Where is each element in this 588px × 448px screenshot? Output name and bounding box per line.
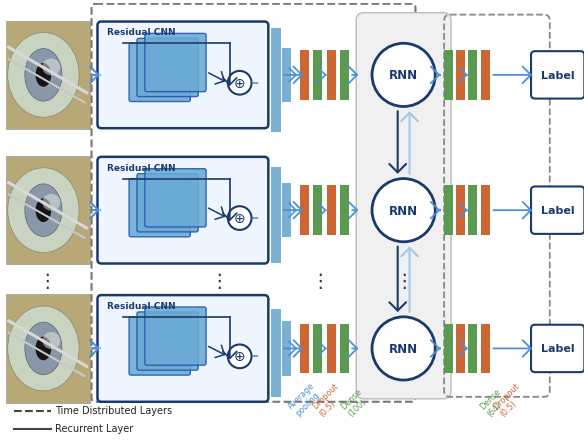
Bar (271, 167, 281, 263)
Ellipse shape (42, 332, 60, 349)
Bar (313, 324, 322, 373)
Text: ⊕: ⊕ (234, 77, 246, 91)
Circle shape (228, 345, 252, 368)
Ellipse shape (8, 168, 79, 253)
Ellipse shape (35, 336, 51, 360)
Text: RNN: RNN (389, 69, 418, 82)
FancyBboxPatch shape (98, 22, 268, 128)
Ellipse shape (42, 59, 60, 75)
Bar (282, 183, 290, 237)
Ellipse shape (8, 33, 79, 117)
Ellipse shape (25, 184, 62, 237)
Bar (340, 324, 349, 373)
Bar (327, 324, 336, 373)
Bar (443, 50, 453, 99)
Bar (468, 50, 477, 99)
Bar (327, 185, 336, 235)
FancyBboxPatch shape (356, 13, 451, 399)
FancyBboxPatch shape (98, 295, 268, 402)
Ellipse shape (35, 198, 51, 222)
Bar (271, 310, 281, 397)
FancyBboxPatch shape (145, 169, 206, 227)
Bar (6, 21, 89, 129)
Bar (443, 324, 453, 373)
Text: ⋮: ⋮ (310, 272, 329, 291)
FancyBboxPatch shape (137, 39, 198, 97)
Ellipse shape (35, 63, 51, 87)
FancyBboxPatch shape (98, 157, 268, 263)
FancyBboxPatch shape (531, 186, 584, 234)
Text: ⋮: ⋮ (209, 272, 229, 291)
Text: RNN: RNN (389, 343, 418, 356)
Bar (300, 185, 309, 235)
Text: Label: Label (541, 71, 574, 81)
Bar (313, 185, 322, 235)
Bar (481, 50, 490, 99)
Text: ⊕: ⊕ (234, 350, 246, 364)
Bar (468, 185, 477, 235)
Bar (481, 185, 490, 235)
Ellipse shape (25, 322, 62, 375)
Text: Average
pooling: Average pooling (286, 381, 323, 418)
Circle shape (372, 43, 435, 107)
Bar (456, 50, 465, 99)
Circle shape (372, 317, 435, 380)
Bar (327, 50, 336, 99)
FancyBboxPatch shape (137, 312, 198, 370)
Text: Residual CNN: Residual CNN (108, 28, 176, 37)
Ellipse shape (25, 48, 62, 101)
FancyBboxPatch shape (531, 325, 584, 372)
FancyBboxPatch shape (145, 34, 206, 92)
Text: Label: Label (541, 345, 574, 354)
Bar (456, 324, 465, 373)
Ellipse shape (42, 194, 60, 211)
Text: Dropout
(0.5): Dropout (0.5) (311, 382, 348, 418)
Text: Residual CNN: Residual CNN (108, 164, 176, 172)
Bar (340, 185, 349, 235)
Bar (468, 324, 477, 373)
FancyBboxPatch shape (129, 317, 191, 375)
Text: Label: Label (541, 206, 574, 216)
Bar (300, 50, 309, 99)
Text: ⋮: ⋮ (394, 272, 413, 291)
Bar (313, 50, 322, 99)
Text: Recurrent Layer: Recurrent Layer (55, 424, 133, 435)
Bar (282, 48, 290, 102)
Bar (271, 28, 281, 132)
Bar (443, 185, 453, 235)
Text: ⋮: ⋮ (38, 272, 57, 291)
Text: Dense
(100): Dense (100) (339, 387, 371, 418)
Text: Dense
(64): Dense (64) (479, 387, 510, 418)
Ellipse shape (8, 306, 79, 391)
Bar (6, 294, 89, 403)
Bar (300, 324, 309, 373)
FancyBboxPatch shape (137, 174, 198, 232)
FancyBboxPatch shape (129, 179, 191, 237)
Bar (6, 156, 89, 264)
Bar (282, 321, 290, 375)
Bar (456, 185, 465, 235)
FancyBboxPatch shape (129, 43, 191, 102)
Text: Dropout
(0.5): Dropout (0.5) (492, 382, 528, 418)
Circle shape (372, 179, 435, 242)
Bar (340, 50, 349, 99)
Text: Residual CNN: Residual CNN (108, 302, 176, 311)
FancyBboxPatch shape (145, 307, 206, 365)
Text: ⊕: ⊕ (234, 212, 246, 226)
FancyBboxPatch shape (531, 51, 584, 99)
Circle shape (228, 206, 252, 230)
Text: Time Distributed Layers: Time Distributed Layers (55, 405, 172, 416)
Text: RNN: RNN (389, 205, 418, 218)
Circle shape (228, 71, 252, 95)
Bar (481, 324, 490, 373)
